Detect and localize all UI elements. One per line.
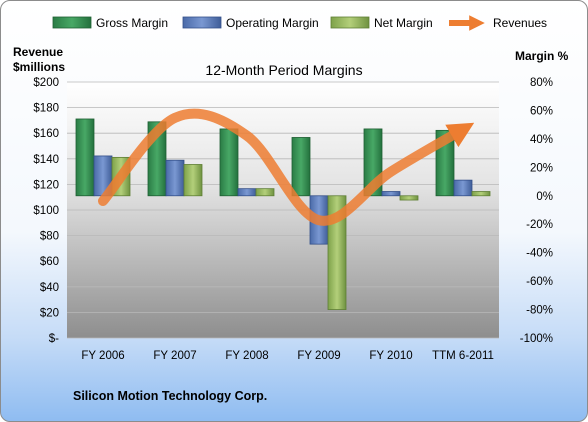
y-right-tick-label: 20% [530,162,553,174]
y-right-tick-label: -80% [526,305,553,317]
chart-title: 12-Month Period Margins [205,62,362,78]
y-left-tick-label: $160 [33,128,59,140]
company-name: Silicon Motion Technology Corp. [73,389,268,403]
bar-gross-margin [75,118,95,197]
y-right-tick-label: -20% [526,219,553,231]
x-tick-label: FY 2010 [369,350,412,362]
y-left-ticks: $- $20 $40 $60 $80 $100 $120 $140 $160 $180 $200 [33,77,59,345]
y-left-tick-label: $20 [40,307,59,319]
y-right-label: Margin % [515,49,569,63]
revenue-series [98,108,475,226]
x-tick-label: FY 2007 [153,350,196,362]
bar-operating-margin [165,159,185,197]
bar-net-margin [255,188,275,197]
x-tick-label: FY 2009 [297,350,340,362]
y-left-tick-label: $200 [33,77,59,89]
y-right-tick-label: 60% [530,105,553,117]
x-tick-label: FY 2008 [225,350,268,362]
x-tick-label: FY 2006 [81,350,124,362]
y-left-tick-label: $140 [33,154,59,166]
bar-gross-margin [291,137,311,197]
y-right-tick-label: 80% [530,77,553,89]
y-left-tick-label: $40 [40,282,59,294]
bar-gross-margin [219,128,239,197]
bar-operating-margin [381,191,401,197]
y-right-tick-label: -60% [526,276,553,288]
bar-net-margin [399,195,419,201]
y-left-label-line2: $millions [13,60,65,74]
x-ticks: FY 2006 FY 2007 FY 2008 FY 2009 FY 2010 TTM 6… [81,350,494,362]
y-left-tick-label: $- [49,333,59,345]
revenue-line [98,108,475,226]
bar-operating-margin [237,188,257,197]
y-left-tick-label: $120 [33,179,59,191]
y-left-tick-label: $80 [40,231,59,243]
y-right-tick-label: -40% [526,248,553,260]
y-left-tick-label: $180 [33,103,59,115]
legend-swatch-gross [52,16,92,29]
y-left-tick-label: $60 [40,256,59,268]
legend-label-operating: Operating Margin [226,16,319,30]
y-right-tick-label: 0% [536,191,553,203]
bar-operating-margin [453,179,473,197]
legend-swatch-operating [182,16,222,29]
legend: Gross Margin Operating Margin Net Margin… [52,15,547,31]
y-right-tick-label: 40% [530,134,553,146]
y-left-label-line1: Revenue [13,45,63,59]
bar-net-margin [183,164,203,197]
legend-label-gross: Gross Margin [96,16,168,30]
legend-swatch-net [330,16,370,29]
x-tick-label: TTM 6-2011 [432,350,494,362]
legend-label-net: Net Margin [374,16,433,30]
legend-label-revenues: Revenues [493,16,547,30]
y-right-tick-label: -100% [520,333,553,345]
y-left-tick-label: $100 [33,205,59,217]
y-right-ticks: -100% -80% -60% -40% -20% 0% 20% 40% 60% 80% [520,77,553,345]
bar-net-margin [471,191,491,197]
